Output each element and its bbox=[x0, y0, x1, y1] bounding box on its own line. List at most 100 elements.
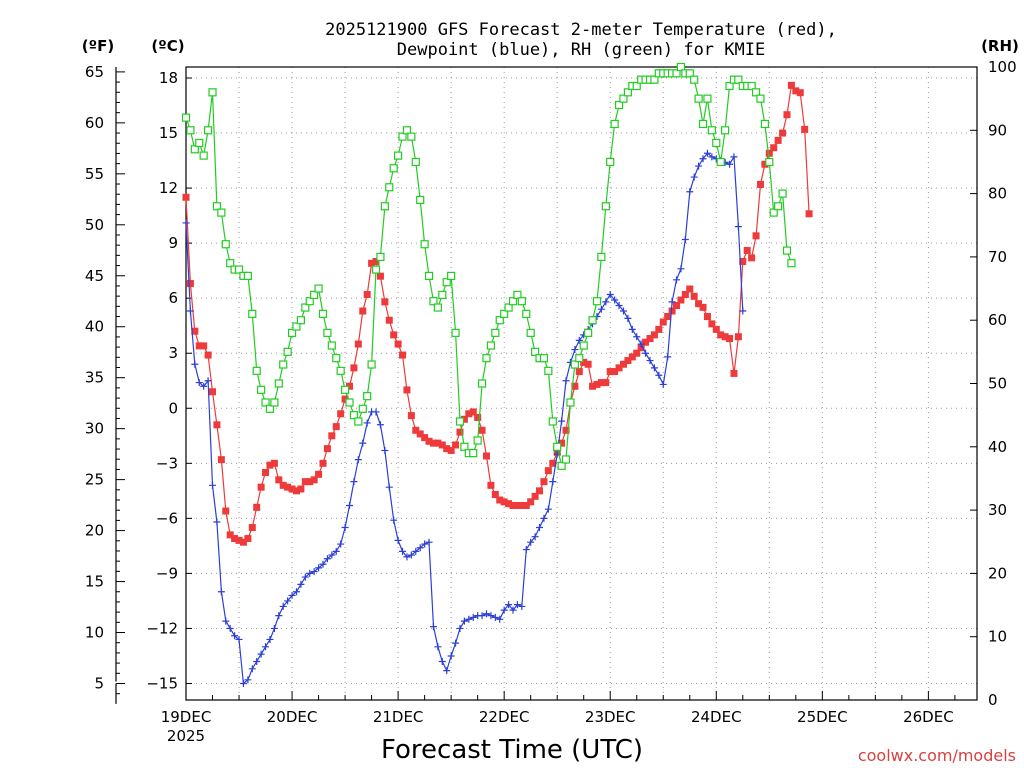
data-point bbox=[747, 81, 756, 91]
data-point bbox=[248, 524, 256, 532]
data-point bbox=[695, 300, 703, 308]
data-point bbox=[451, 328, 460, 337]
fahrenheit-tick-label: 25 bbox=[85, 471, 104, 489]
data-point bbox=[274, 379, 283, 388]
data-point bbox=[349, 411, 359, 420]
data-point bbox=[739, 307, 747, 315]
data-point bbox=[346, 502, 354, 510]
data-point bbox=[606, 368, 614, 376]
data-point bbox=[195, 138, 204, 148]
data-point bbox=[787, 81, 795, 89]
data-point bbox=[770, 144, 778, 152]
data-point bbox=[186, 280, 194, 288]
data-point bbox=[566, 398, 575, 407]
data-point bbox=[650, 331, 658, 339]
x-tick-label: 22DEC bbox=[479, 708, 530, 726]
data-point bbox=[474, 413, 482, 421]
data-point bbox=[341, 524, 349, 532]
data-point bbox=[381, 446, 389, 454]
data-point bbox=[491, 491, 499, 499]
data-point bbox=[416, 544, 424, 552]
data-point bbox=[195, 342, 203, 350]
fahrenheit-tick-label: 10 bbox=[85, 624, 104, 642]
x-tick-label: 25DEC bbox=[797, 708, 848, 726]
data-point bbox=[606, 157, 615, 167]
data-point bbox=[597, 305, 605, 313]
celsius-axis-header: (ºC) bbox=[151, 37, 184, 55]
data-point bbox=[371, 265, 381, 274]
data-point bbox=[186, 126, 195, 135]
data-point bbox=[407, 132, 416, 141]
data-point bbox=[301, 573, 309, 581]
data-point bbox=[558, 439, 566, 447]
data-point bbox=[508, 297, 518, 306]
series-rh bbox=[181, 62, 796, 470]
data-point bbox=[385, 483, 393, 491]
data-point bbox=[447, 446, 455, 454]
data-point bbox=[234, 265, 244, 274]
data-point bbox=[288, 591, 296, 599]
data-point bbox=[614, 100, 624, 110]
data-point bbox=[372, 408, 380, 416]
data-point bbox=[526, 328, 535, 337]
data-point bbox=[403, 553, 411, 561]
celsius-tick-label: 0 bbox=[168, 399, 178, 417]
data-point bbox=[310, 290, 319, 299]
data-point bbox=[703, 313, 711, 321]
data-point bbox=[579, 341, 588, 350]
data-point bbox=[191, 360, 199, 368]
data-point bbox=[619, 94, 628, 103]
data-point bbox=[513, 502, 521, 510]
data-point bbox=[553, 442, 562, 451]
data-point bbox=[606, 291, 614, 299]
data-point bbox=[257, 650, 265, 658]
data-point bbox=[518, 602, 526, 610]
data-point bbox=[504, 303, 513, 312]
data-point bbox=[792, 87, 800, 95]
data-point bbox=[412, 426, 420, 434]
data-point bbox=[447, 271, 456, 280]
data-point bbox=[416, 195, 425, 205]
data-point bbox=[619, 360, 627, 368]
data-point bbox=[390, 331, 398, 339]
data-point bbox=[465, 615, 473, 623]
data-point bbox=[642, 338, 650, 346]
data-point bbox=[323, 555, 331, 563]
data-point bbox=[517, 297, 526, 306]
data-point bbox=[288, 485, 296, 493]
data-point bbox=[283, 347, 292, 356]
data-point bbox=[217, 208, 226, 217]
data-point bbox=[505, 500, 513, 508]
data-point bbox=[407, 412, 415, 420]
data-point bbox=[580, 358, 588, 366]
data-point bbox=[221, 240, 230, 249]
data-point bbox=[557, 461, 566, 470]
rh-tick-label: 0 bbox=[988, 691, 998, 709]
data-point bbox=[367, 360, 376, 369]
data-point bbox=[619, 307, 627, 315]
data-point bbox=[496, 615, 504, 623]
data-point bbox=[778, 189, 787, 198]
data-point bbox=[443, 445, 451, 453]
data-point bbox=[686, 188, 694, 196]
data-point bbox=[402, 126, 412, 135]
data-point bbox=[248, 309, 257, 318]
data-point bbox=[730, 153, 738, 161]
data-point bbox=[712, 325, 720, 333]
data-point bbox=[287, 328, 297, 337]
data-point bbox=[575, 368, 583, 376]
data-point bbox=[257, 483, 265, 491]
data-point bbox=[601, 202, 610, 211]
data-point bbox=[190, 145, 199, 154]
data-point bbox=[646, 335, 654, 343]
data-point bbox=[434, 439, 442, 447]
data-point bbox=[495, 316, 504, 325]
data-point bbox=[500, 309, 509, 318]
data-point bbox=[765, 149, 773, 157]
data-point bbox=[611, 368, 619, 376]
data-point bbox=[209, 388, 217, 396]
data-point bbox=[522, 502, 530, 510]
data-point bbox=[615, 364, 623, 372]
data-point bbox=[611, 296, 619, 304]
